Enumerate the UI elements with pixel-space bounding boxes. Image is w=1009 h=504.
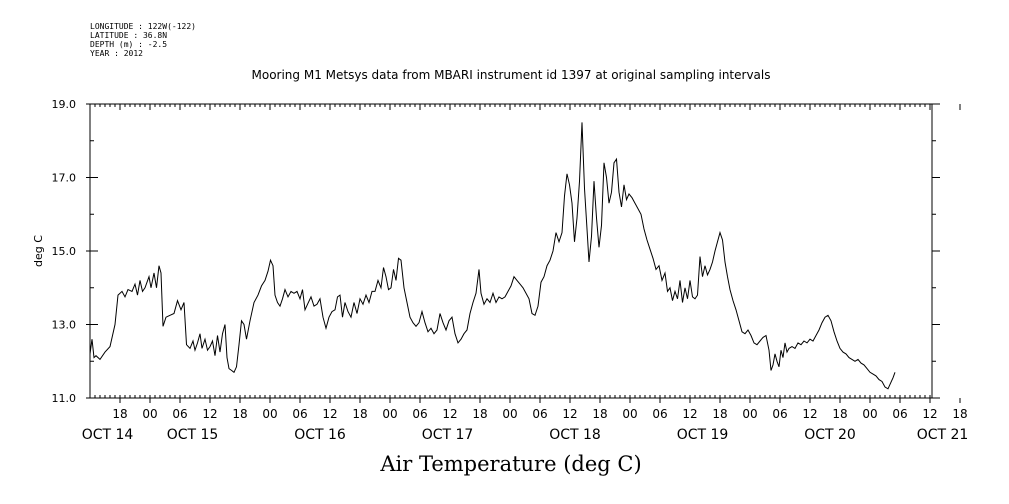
x-hour-tick-label: 12 xyxy=(202,407,217,421)
x-hour-tick-label: 00 xyxy=(502,407,517,421)
axis-labels: 18 00 06 12 18 00 06 12 18 00 06 12 18 00 06 12 18 00 06 12… xyxy=(32,98,968,443)
x-day-label: OCT 21 xyxy=(917,427,969,443)
x-day-label: OCT 17 xyxy=(422,427,474,443)
y-tick-label: 15.0 xyxy=(52,245,77,258)
x-hour-tick-label: 06 xyxy=(172,407,187,421)
x-hour-tick-label: 18 xyxy=(592,407,607,421)
chart-title: Mooring M1 Metsys data from MBARI instru… xyxy=(251,68,771,82)
x-hour-tick-label: 12 xyxy=(802,407,817,421)
temperature-series-line xyxy=(89,122,896,390)
depth-text: DEPTH (m) : -2.5 xyxy=(90,40,168,49)
y-tick-label: 17.0 xyxy=(52,172,77,185)
x-hour-tick-label: 00 xyxy=(862,407,877,421)
position-info: LONGITUDE : 122W(-122) LATITUDE : 36.8N … xyxy=(90,22,196,58)
tick-marks xyxy=(86,103,961,403)
x-day-label: OCT 20 xyxy=(804,427,856,443)
x-hour-tick-label: 18 xyxy=(832,407,847,421)
x-hour-tick-label: 06 xyxy=(652,407,667,421)
x-day-label: OCT 19 xyxy=(677,427,729,443)
x-hour-tick-label: 06 xyxy=(532,407,547,421)
y-tick-label: 11.0 xyxy=(52,392,77,405)
x-axis-title: Air Temperature (deg C) xyxy=(380,452,642,476)
latitude-text: LATITUDE : 36.8N xyxy=(90,31,168,40)
x-hour-tick-label: 18 xyxy=(472,407,487,421)
x-hour-tick-label: 06 xyxy=(772,407,787,421)
x-hour-tick-label: 00 xyxy=(142,407,157,421)
x-hour-tick-label: 18 xyxy=(712,407,727,421)
x-hour-tick-label: 00 xyxy=(382,407,397,421)
x-day-label: OCT 14 xyxy=(82,427,134,443)
x-hour-tick-label: 18 xyxy=(952,407,967,421)
y-axis-title: deg C xyxy=(32,235,45,267)
x-hour-tick-label: 18 xyxy=(112,407,127,421)
x-hour-tick-label: 12 xyxy=(562,407,577,421)
x-hour-tick-label: 00 xyxy=(742,407,757,421)
plot-frame xyxy=(89,103,933,399)
x-day-label: OCT 15 xyxy=(167,427,219,443)
x-hour-tick-label: 06 xyxy=(892,407,907,421)
x-hour-tick-label: 18 xyxy=(232,407,247,421)
x-hour-tick-label: 12 xyxy=(322,407,337,421)
x-hour-tick-label: 12 xyxy=(922,407,937,421)
longitude-text: LONGITUDE : 122W(-122) xyxy=(90,22,196,31)
x-hour-tick-label: 06 xyxy=(292,407,307,421)
x-hour-tick-label: 18 xyxy=(352,407,367,421)
x-hour-tick-label: 12 xyxy=(682,407,697,421)
x-hour-tick-label: 06 xyxy=(412,407,427,421)
y-tick-label: 19.0 xyxy=(52,98,77,111)
x-hour-tick-label: 12 xyxy=(442,407,457,421)
x-minor-ticks xyxy=(89,104,931,398)
x-day-label: OCT 18 xyxy=(549,427,601,443)
x-hour-tick-label: 00 xyxy=(622,407,637,421)
year-text: YEAR : 2012 xyxy=(90,49,143,58)
x-day-label: OCT 16 xyxy=(294,427,346,443)
y-tick-label: 13.0 xyxy=(52,319,77,332)
x-hour-tick-label: 00 xyxy=(262,407,277,421)
